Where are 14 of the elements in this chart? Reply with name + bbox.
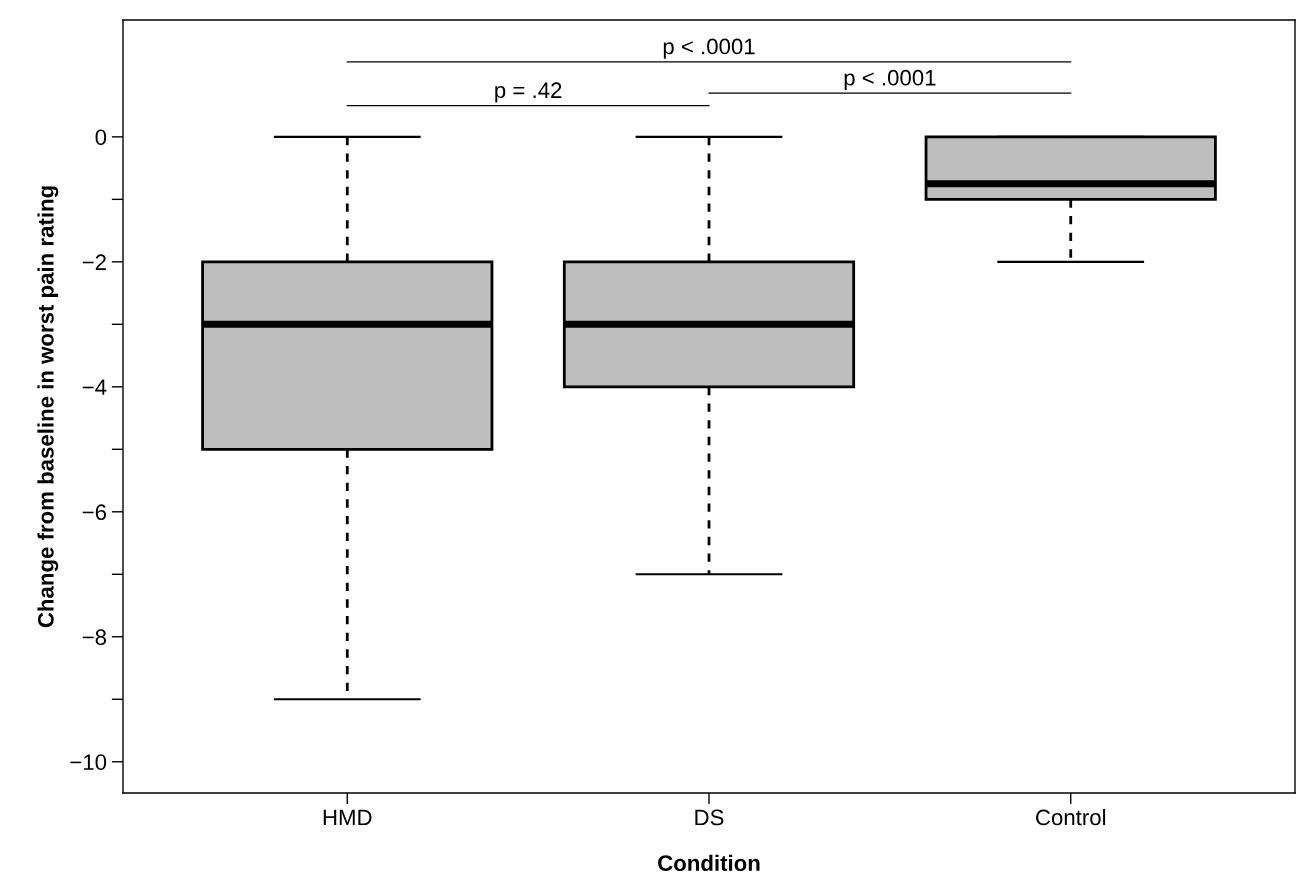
y-tick-label: −4 bbox=[82, 379, 107, 395]
x-tick-label: HMD bbox=[323, 809, 372, 826]
y-axis-title: Change from baseline in worst pain rating bbox=[37, 186, 59, 628]
x-tick-label: DS bbox=[695, 809, 724, 826]
y-tick-label: −10 bbox=[70, 754, 107, 771]
annotation: p < .0001 bbox=[663, 38, 755, 59]
annotation: p < .0001 bbox=[844, 69, 936, 90]
x-tick-label: Control bbox=[1036, 808, 1106, 826]
x-axis-title: Condition bbox=[658, 854, 760, 872]
y-tick-label: −8 bbox=[82, 629, 107, 646]
y-tick-label: −6 bbox=[82, 504, 107, 521]
annotation: p = .42 bbox=[495, 82, 562, 103]
y-tick-label: −2 bbox=[82, 254, 106, 270]
y-tick-label: 0 bbox=[95, 129, 107, 146]
